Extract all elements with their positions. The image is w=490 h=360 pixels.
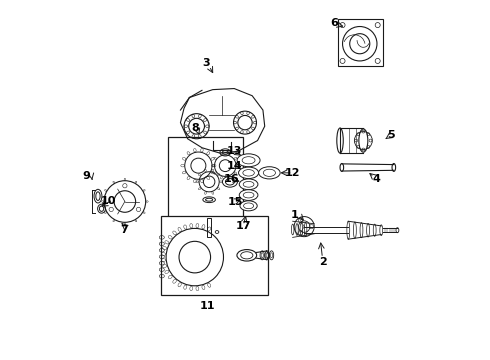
Bar — [161, 216, 269, 295]
Circle shape — [375, 23, 380, 28]
Text: 7: 7 — [120, 225, 128, 235]
Text: 10: 10 — [101, 196, 117, 206]
Circle shape — [375, 58, 380, 63]
Text: 14: 14 — [227, 161, 243, 171]
Circle shape — [340, 23, 345, 28]
Text: 4: 4 — [373, 174, 381, 184]
Ellipse shape — [243, 181, 254, 187]
Text: 8: 8 — [191, 123, 198, 133]
Text: 2: 2 — [319, 257, 327, 267]
Text: 6: 6 — [330, 18, 338, 28]
Circle shape — [136, 207, 141, 212]
Ellipse shape — [243, 192, 254, 198]
Circle shape — [122, 184, 127, 188]
Text: 15: 15 — [227, 197, 243, 207]
Circle shape — [109, 207, 113, 212]
Ellipse shape — [242, 157, 255, 164]
Circle shape — [340, 58, 345, 63]
Text: 1: 1 — [291, 210, 298, 220]
Bar — [207, 218, 211, 237]
Ellipse shape — [243, 170, 254, 176]
Text: 9: 9 — [82, 171, 91, 181]
Ellipse shape — [259, 167, 280, 179]
Ellipse shape — [244, 203, 254, 209]
Text: 5: 5 — [388, 130, 395, 140]
Text: 13: 13 — [226, 146, 242, 156]
Ellipse shape — [239, 190, 258, 201]
Text: 17: 17 — [236, 221, 251, 230]
Text: 16: 16 — [223, 174, 239, 184]
Ellipse shape — [239, 167, 259, 179]
Text: 11: 11 — [199, 301, 215, 311]
Text: 3: 3 — [202, 58, 210, 68]
Text: 12: 12 — [285, 168, 300, 178]
Ellipse shape — [237, 154, 260, 167]
Ellipse shape — [240, 201, 257, 211]
Ellipse shape — [239, 179, 258, 190]
Ellipse shape — [263, 169, 275, 176]
Bar — [168, 137, 243, 244]
